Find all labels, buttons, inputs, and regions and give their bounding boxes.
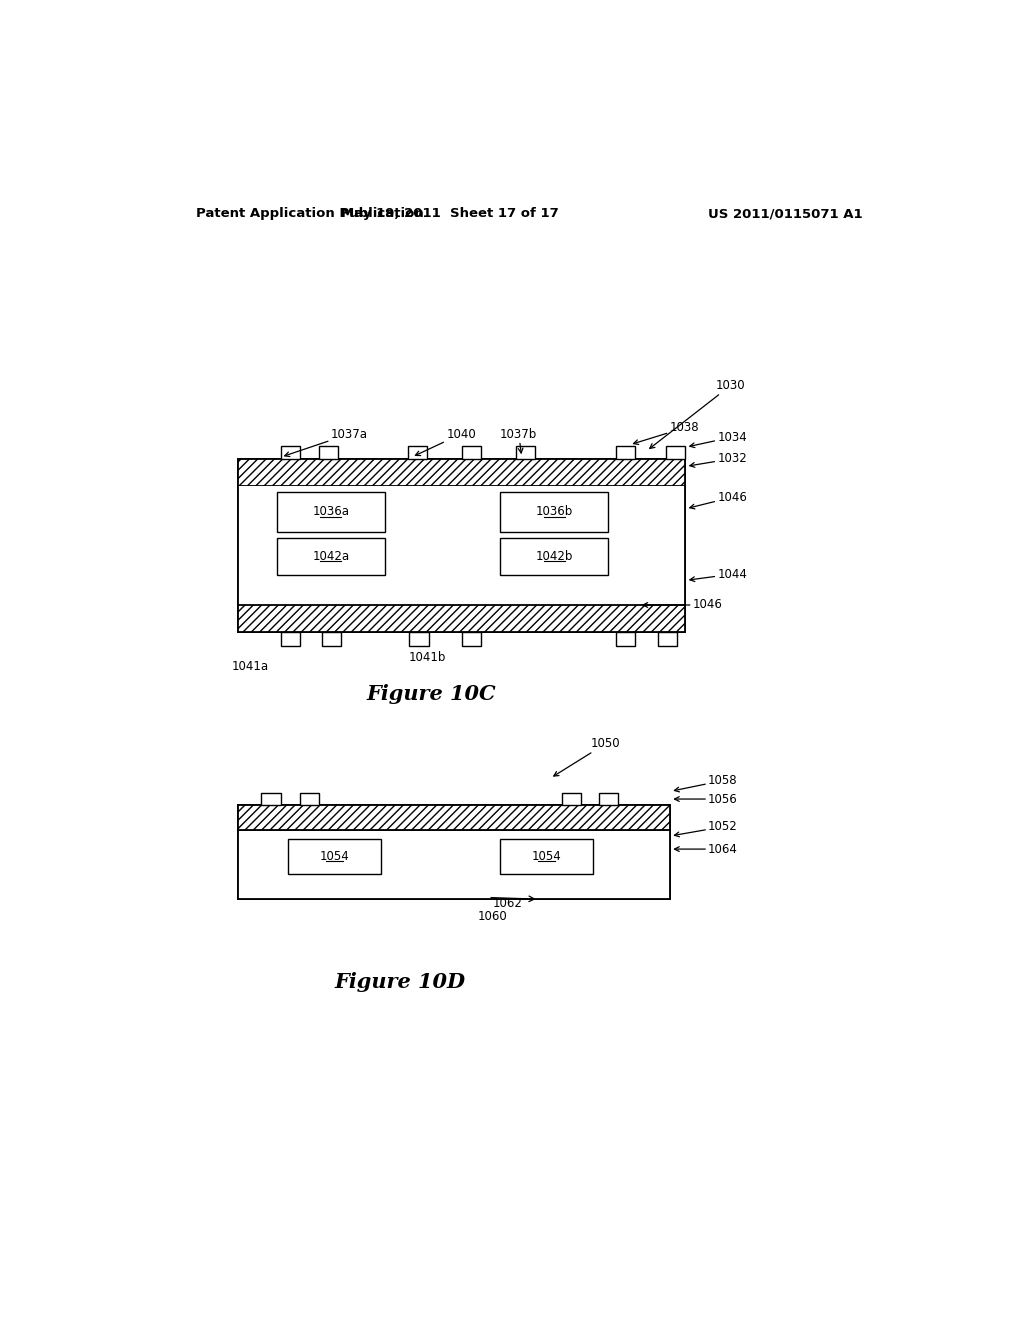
Text: 1050: 1050 (554, 737, 621, 776)
Text: 1036a: 1036a (312, 506, 349, 519)
Text: 1060: 1060 (477, 911, 507, 924)
Bar (239, 805, 670, 830)
Text: May 19, 2011  Sheet 17 of 17: May 19, 2011 Sheet 17 of 17 (341, 207, 559, 220)
Text: 1056: 1056 (675, 792, 738, 805)
Text: 1064: 1064 (675, 842, 738, 855)
Bar (239, 486, 685, 605)
Text: 1046: 1046 (643, 598, 723, 611)
Text: 1036b: 1036b (536, 506, 572, 519)
Bar (239, 605, 685, 632)
Text: 1037a: 1037a (285, 428, 368, 457)
Bar (239, 459, 685, 486)
Text: 1054: 1054 (319, 850, 349, 863)
Text: 1034: 1034 (690, 430, 748, 447)
Bar (322, 632, 341, 645)
Bar (239, 459, 685, 632)
Text: 1041b: 1041b (409, 651, 445, 664)
Text: Figure 10C: Figure 10C (366, 684, 496, 704)
Text: 1062: 1062 (493, 898, 523, 911)
Text: 1042b: 1042b (536, 550, 572, 564)
Text: 1040: 1040 (416, 428, 476, 455)
Bar (615, 446, 635, 459)
Text: 1054: 1054 (531, 850, 561, 863)
Bar (515, 446, 535, 459)
Bar (658, 632, 677, 645)
Bar (666, 446, 685, 459)
Bar (281, 446, 300, 459)
Bar (500, 539, 608, 576)
Bar (562, 793, 581, 805)
Bar (261, 793, 281, 805)
Bar (410, 632, 429, 645)
Bar (462, 446, 481, 459)
Bar (408, 446, 427, 459)
Bar (239, 805, 670, 899)
Text: 1052: 1052 (675, 820, 738, 837)
Bar (276, 492, 385, 532)
Text: 1058: 1058 (675, 774, 737, 792)
Text: 1041a: 1041a (231, 660, 268, 673)
Bar (615, 632, 635, 645)
Bar (276, 539, 385, 576)
Bar (281, 632, 300, 645)
Bar (300, 793, 319, 805)
Bar (239, 830, 670, 899)
Bar (289, 840, 381, 874)
Text: 1038: 1038 (634, 421, 699, 445)
Bar (500, 492, 608, 532)
Text: 1037b: 1037b (500, 428, 538, 453)
Text: Figure 10D: Figure 10D (335, 973, 466, 993)
Bar (319, 446, 339, 459)
Text: 1030: 1030 (650, 379, 745, 449)
Bar (462, 632, 481, 645)
Text: US 2011/0115071 A1: US 2011/0115071 A1 (708, 207, 862, 220)
Text: Patent Application Publication: Patent Application Publication (196, 207, 424, 220)
Bar (500, 840, 593, 874)
Text: 1046: 1046 (690, 491, 748, 510)
Bar (599, 793, 617, 805)
Text: 1042a: 1042a (312, 550, 349, 564)
Text: 1032: 1032 (690, 453, 748, 467)
Text: 1044: 1044 (690, 568, 748, 582)
